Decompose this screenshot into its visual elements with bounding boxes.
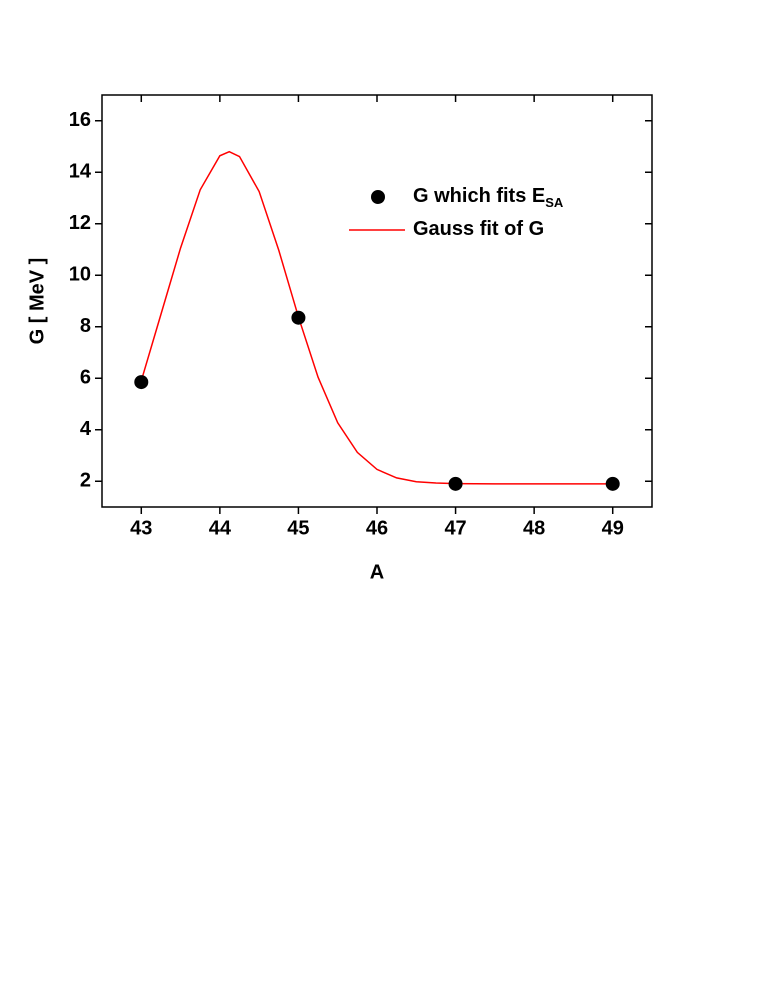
data-point xyxy=(605,476,620,491)
x-tick-label: 49 xyxy=(602,517,624,539)
fit-line xyxy=(140,150,613,485)
data-point xyxy=(134,375,149,390)
y-tick-label: 10 xyxy=(69,264,91,286)
y-tick-label: 2 xyxy=(80,470,91,492)
plot-frame xyxy=(101,94,653,508)
x-tick-label: 43 xyxy=(130,517,152,539)
y-tick-label: 12 xyxy=(69,212,91,234)
y-tick-label: 14 xyxy=(69,161,92,183)
x-tick-label: 45 xyxy=(287,517,309,539)
legend-label: G which fits ESA xyxy=(413,185,564,210)
x-tick-label: 44 xyxy=(209,517,232,539)
x-tick-label: 47 xyxy=(444,517,466,539)
y-tick-label: 6 xyxy=(80,367,91,389)
data-point xyxy=(291,310,306,325)
legend-subscript: SA xyxy=(545,195,564,210)
y-tick-label: 8 xyxy=(80,315,91,337)
x-axis-label: A xyxy=(370,561,384,583)
legend-text: G which fits E xyxy=(413,185,545,207)
y-tick-label: 16 xyxy=(69,109,91,131)
legend-marker xyxy=(371,190,385,204)
y-tick-label: 4 xyxy=(80,418,92,440)
legend-text: Gauss fit of G xyxy=(413,218,544,240)
legend-label: Gauss fit of G xyxy=(413,218,544,240)
data-point xyxy=(448,476,463,491)
y-axis-label: G [ MeV ] xyxy=(26,258,48,345)
x-tick-label: 46 xyxy=(366,517,388,539)
x-tick-label: 48 xyxy=(523,517,545,539)
